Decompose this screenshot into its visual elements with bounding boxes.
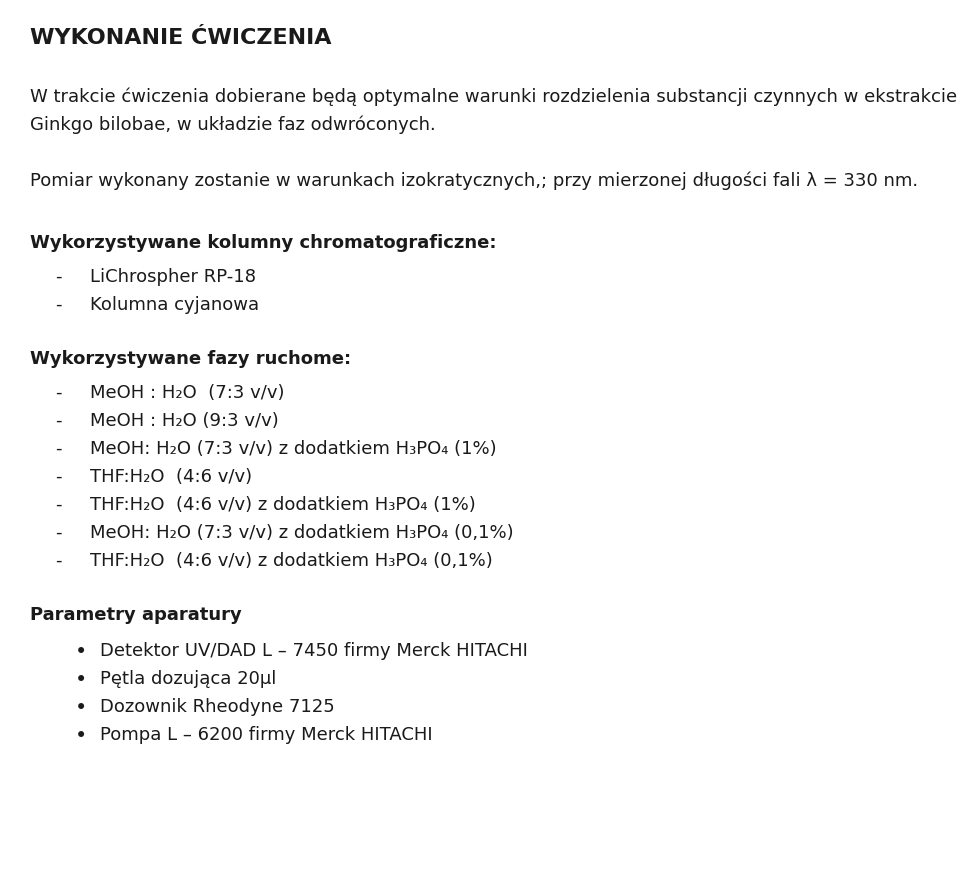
Text: -: - — [55, 440, 61, 458]
Text: •: • — [75, 642, 87, 662]
Text: WYKONANIE ĆWICZENIA: WYKONANIE ĆWICZENIA — [30, 28, 331, 48]
Text: -: - — [55, 496, 61, 514]
Text: Wykorzystywane fazy ruchome:: Wykorzystywane fazy ruchome: — [30, 350, 351, 368]
Text: Dozownik Rheodyne 7125: Dozownik Rheodyne 7125 — [100, 698, 335, 716]
Text: -: - — [55, 296, 61, 314]
Text: MeOH : H₂O (9:3 v/v): MeOH : H₂O (9:3 v/v) — [90, 412, 278, 430]
Text: •: • — [75, 698, 87, 718]
Text: -: - — [55, 268, 61, 286]
Text: -: - — [55, 384, 61, 402]
Text: -: - — [55, 524, 61, 542]
Text: MeOH: H₂O (7:3 v/v) z dodatkiem H₃PO₄ (0,1%): MeOH: H₂O (7:3 v/v) z dodatkiem H₃PO₄ (0… — [90, 524, 514, 542]
Text: THF:H₂O  (4:6 v/v) z dodatkiem H₃PO₄ (0,1%): THF:H₂O (4:6 v/v) z dodatkiem H₃PO₄ (0,1… — [90, 552, 492, 570]
Text: -: - — [55, 468, 61, 486]
Text: W trakcie ćwiczenia dobierane będą optymalne warunki rozdzielenia substancji czy: W trakcie ćwiczenia dobierane będą optym… — [30, 88, 957, 106]
Text: Pompa L – 6200 firmy Merck HITACHI: Pompa L – 6200 firmy Merck HITACHI — [100, 726, 433, 744]
Text: Ginkgo bilobae, w układzie faz odwróconych.: Ginkgo bilobae, w układzie faz odwrócony… — [30, 116, 436, 134]
Text: •: • — [75, 726, 87, 746]
Text: -: - — [55, 552, 61, 570]
Text: THF:H₂O  (4:6 v/v): THF:H₂O (4:6 v/v) — [90, 468, 252, 486]
Text: Wykorzystywane kolumny chromatograficzne:: Wykorzystywane kolumny chromatograficzne… — [30, 234, 496, 252]
Text: Pętla dozująca 20μl: Pętla dozująca 20μl — [100, 670, 276, 688]
Text: LiChrospher RP-18: LiChrospher RP-18 — [90, 268, 256, 286]
Text: Detektor UV/DAD L – 7450 firmy Merck HITACHI: Detektor UV/DAD L – 7450 firmy Merck HIT… — [100, 642, 528, 660]
Text: -: - — [55, 412, 61, 430]
Text: MeOH : H₂O  (7:3 v/v): MeOH : H₂O (7:3 v/v) — [90, 384, 284, 402]
Text: THF:H₂O  (4:6 v/v) z dodatkiem H₃PO₄ (1%): THF:H₂O (4:6 v/v) z dodatkiem H₃PO₄ (1%) — [90, 496, 476, 514]
Text: Parametry aparatury: Parametry aparatury — [30, 606, 242, 624]
Text: MeOH: H₂O (7:3 v/v) z dodatkiem H₃PO₄ (1%): MeOH: H₂O (7:3 v/v) z dodatkiem H₃PO₄ (1… — [90, 440, 496, 458]
Text: Kolumna cyjanowa: Kolumna cyjanowa — [90, 296, 259, 314]
Text: Pomiar wykonany zostanie w warunkach izokratycznych,; przy mierzonej długości fa: Pomiar wykonany zostanie w warunkach izo… — [30, 172, 918, 191]
Text: •: • — [75, 670, 87, 690]
